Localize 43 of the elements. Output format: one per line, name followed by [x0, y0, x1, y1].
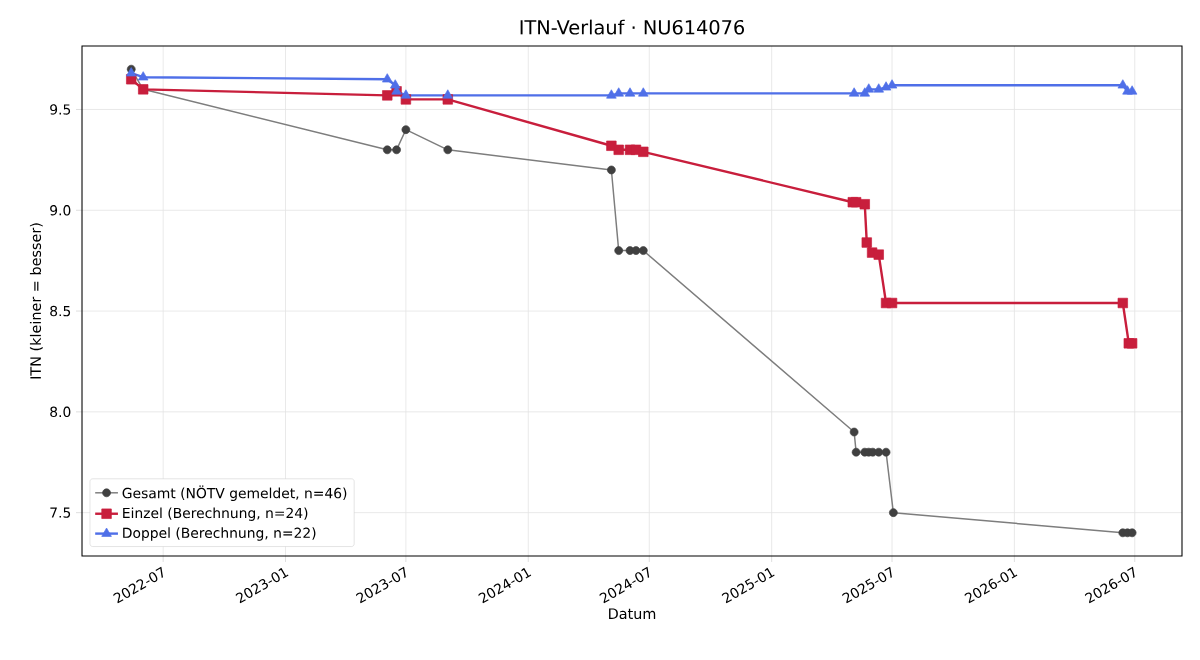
- point: [382, 90, 393, 101]
- point: [848, 87, 860, 97]
- point: [886, 297, 898, 309]
- point: [861, 237, 872, 248]
- point: [1117, 79, 1128, 89]
- point: [881, 447, 891, 457]
- y-tick-label: 9.5: [50, 104, 71, 115]
- point: [613, 87, 624, 97]
- point: [606, 89, 617, 99]
- point: [1126, 338, 1138, 349]
- y-tick-label: 7.5: [50, 507, 71, 518]
- legend-label: Doppel (Berechnung, n=22): [123, 527, 316, 541]
- point: [873, 249, 884, 260]
- point: [138, 71, 149, 81]
- point: [442, 89, 453, 99]
- y-tick-label: 8.0: [50, 406, 71, 418]
- point: [443, 145, 453, 155]
- point: [607, 165, 616, 175]
- point: [851, 447, 861, 457]
- point: [1126, 85, 1138, 95]
- y-axis-title: ITN (kleiner = besser): [29, 223, 43, 379]
- legend-label: Einzel (Berechnung, n=24): [123, 507, 308, 521]
- point: [613, 144, 624, 155]
- point: [874, 447, 884, 457]
- point: [392, 145, 401, 155]
- point: [859, 199, 870, 210]
- y-tick-label: 9.0: [50, 205, 71, 216]
- chart-title: ITN-Verlauf · NU614076: [520, 19, 745, 35]
- point: [401, 125, 411, 134]
- point: [889, 508, 898, 517]
- point: [638, 246, 648, 255]
- y-tick-label: 8.5: [50, 305, 71, 317]
- point: [1117, 297, 1128, 309]
- point: [382, 73, 393, 83]
- point: [400, 89, 412, 99]
- point: [614, 246, 624, 255]
- point: [624, 87, 636, 97]
- point: [382, 145, 392, 155]
- point: [638, 146, 649, 157]
- point: [638, 87, 649, 97]
- point: [849, 427, 859, 437]
- legend-label: Gesamt (NÖTV gemeldet, n=46): [122, 485, 347, 502]
- x-axis-title: Datum: [609, 608, 656, 620]
